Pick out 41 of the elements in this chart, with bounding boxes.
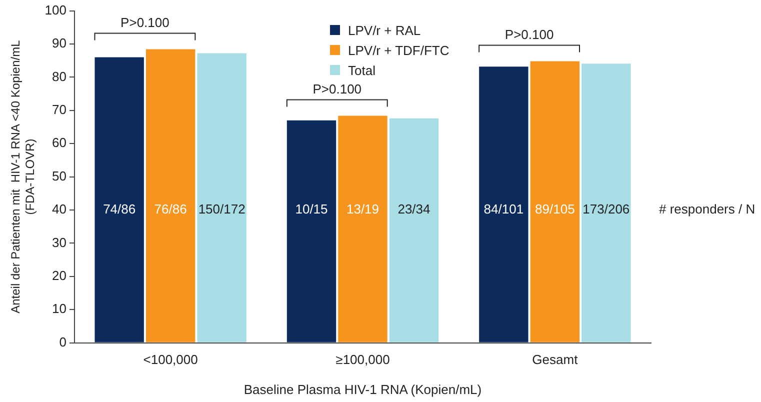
data-label: 13/19 [346, 202, 380, 217]
bar [338, 116, 388, 342]
data-label: 76/86 [154, 202, 187, 217]
data-label: 23/34 [398, 202, 430, 217]
y-tick-label: 40 [52, 202, 66, 217]
y-tick-label: 20 [52, 268, 66, 283]
y-tick-label: 10 [52, 301, 66, 316]
data-label: 173/206 [582, 202, 630, 217]
x-tick-label: ≥100,000 [336, 352, 390, 368]
y-tick-label: 30 [52, 234, 66, 250]
x-axis-title: Baseline Plasma HIV-1 RNA (Kopien/mL) [244, 382, 482, 397]
x-tick-label: Gesamt [532, 352, 578, 368]
bar [197, 53, 246, 342]
bar [146, 49, 196, 342]
data-label: 84/101 [484, 202, 524, 217]
y-tick-label: 80 [52, 68, 66, 84]
annotation: P>0.100 [504, 26, 554, 42]
y-axis-title: Anteil der Patienten mit HIV-1 RNA <40 Kopien/mL (FDA-TLOVR) [8, 40, 37, 314]
x-tick-label: <100,000 [143, 352, 198, 368]
bar [389, 118, 439, 342]
y-tick-label: 90 [52, 36, 66, 51]
bar [479, 66, 528, 342]
data-label: 150/172 [198, 202, 246, 217]
legend-label: Total [348, 62, 376, 78]
y-tick-label: 50 [52, 168, 66, 184]
data-label: 89/105 [535, 202, 575, 217]
data-label: 74/86 [103, 202, 136, 217]
y-tick-label: 60 [52, 135, 66, 150]
y-tick-label: 0 [59, 334, 66, 350]
y-tick-label: 100 [44, 2, 66, 18]
text: # responders / N [659, 202, 756, 217]
data-label: 10/15 [295, 202, 328, 217]
annotation: P>0.100 [312, 81, 362, 96]
legend-label: LPV/r + TDF/FTC [348, 42, 450, 58]
annotation: P>0.100 [120, 14, 170, 30]
y-tick-label: 70 [52, 102, 66, 117]
bar [530, 61, 580, 342]
bar [582, 64, 631, 342]
legend-label: LPV/r + RAL [348, 22, 421, 38]
bar [94, 57, 144, 342]
bar [286, 120, 336, 342]
